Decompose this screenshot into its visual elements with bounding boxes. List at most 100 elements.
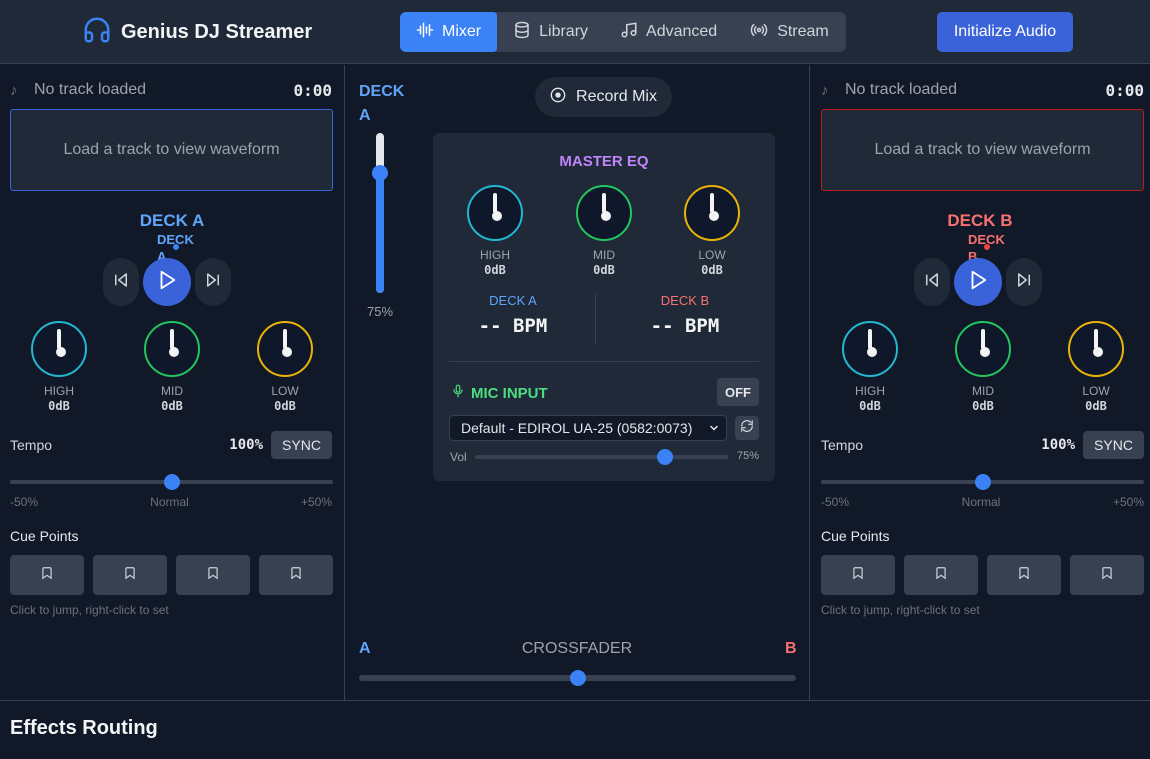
cue-points-title: Cue Points — [10, 528, 79, 544]
record-mix-label: Record Mix — [576, 88, 657, 105]
tempo-scale-max: +50% — [300, 495, 332, 509]
crossfader-thumb[interactable] — [569, 670, 586, 686]
main-tabs: Mixer Library Advanced Stream — [400, 12, 846, 52]
eq-value: 0dB — [859, 399, 881, 413]
bpm-divider — [595, 293, 596, 345]
mic-device-select[interactable]: Default - EDIROL UA-25 (0582:0073) — [449, 415, 727, 441]
eq-value: 0dB — [701, 263, 723, 277]
deck-a-transport — [103, 258, 231, 306]
tempo-value: 100% — [1041, 437, 1075, 453]
initialize-audio-button[interactable]: Initialize Audio — [937, 12, 1073, 52]
deck-a-track-name: No track loaded — [34, 81, 147, 98]
cue-point-button[interactable] — [259, 555, 333, 595]
deck-b-play-button[interactable] — [954, 258, 1002, 306]
deck-b-sync-button[interactable]: SYNC — [1083, 431, 1144, 459]
deck-a-previous-button[interactable] — [103, 258, 139, 306]
tempo-scale-min: -50% — [821, 495, 850, 509]
deck-a-next-button[interactable] — [195, 258, 231, 306]
cue-hint: Click to jump, right-click to set — [821, 603, 980, 617]
deck-a-volume-thumb[interactable] — [372, 165, 388, 181]
deck-b-previous-button[interactable] — [914, 258, 950, 306]
deck-a-eq-high: HIGH 0dB — [29, 321, 89, 413]
deck-b-track-time: 0:00 — [1105, 80, 1144, 100]
tab-advanced[interactable]: Advanced — [604, 12, 733, 52]
deck-a-waveform[interactable]: Load a track to view waveform — [10, 109, 333, 191]
deck-a-mid-knob[interactable] — [144, 321, 200, 377]
cue-points-title: Cue Points — [821, 528, 890, 544]
cue-point-button[interactable] — [10, 555, 84, 595]
deck-b-eq-low: LOW 0dB — [1066, 321, 1126, 413]
master-low-knob[interactable] — [684, 185, 740, 241]
cue-point-button[interactable] — [1070, 555, 1144, 595]
cue-point-button[interactable] — [176, 555, 250, 595]
deck-b-tempo-thumb[interactable] — [974, 474, 991, 490]
eq-label: LOW — [1082, 384, 1110, 398]
deck-a-high-knob[interactable] — [31, 321, 87, 377]
deck-b-next-button[interactable] — [1006, 258, 1042, 306]
tab-stream[interactable]: Stream — [733, 12, 845, 52]
eq-value: 0dB — [48, 399, 70, 413]
chevron-down-icon — [708, 421, 720, 438]
deck-b-waveform[interactable]: Load a track to view waveform — [821, 109, 1144, 191]
eq-value: 0dB — [972, 399, 994, 413]
tempo-scale: -50% Normal +50% — [10, 495, 332, 509]
eq-value: 0dB — [161, 399, 183, 413]
skip-forward-icon — [1015, 271, 1033, 294]
mic-toggle-button[interactable]: OFF — [717, 378, 759, 406]
deck-a-sync-button[interactable]: SYNC — [271, 431, 332, 459]
music-note-icon — [620, 21, 638, 44]
tempo-scale-max: +50% — [1112, 495, 1144, 509]
app-header: Genius DJ Streamer Mixer Library Advance… — [0, 0, 1150, 64]
cue-point-button[interactable] — [821, 555, 895, 595]
panel-divider — [449, 361, 759, 362]
deck-a-low-knob[interactable] — [257, 321, 313, 377]
waveform-icon — [416, 21, 434, 44]
tempo-label: Tempo — [10, 437, 53, 453]
deck-b-title: DECK B — [947, 211, 1013, 230]
deck-a-bpm: DECK A -- BPM — [438, 293, 588, 337]
deck-b-mid-knob[interactable] — [955, 321, 1011, 377]
mic-volume-thumb[interactable] — [656, 449, 673, 465]
crossfader-a-label: A — [359, 640, 371, 657]
deck-b-low-knob[interactable] — [1068, 321, 1124, 377]
deck-b-bpm: DECK B -- BPM — [610, 293, 760, 337]
eq-label: HIGH — [855, 384, 885, 398]
tab-mixer[interactable]: Mixer — [400, 12, 498, 52]
deck-a-volume-fader[interactable] — [376, 133, 384, 293]
deck-b-panel: ♪ No track loaded 0:00 Load a track to v… — [809, 65, 1150, 700]
bookmark-icon — [934, 565, 948, 586]
mic-refresh-button[interactable] — [735, 416, 759, 440]
tempo-scale-mid: Normal — [150, 495, 189, 509]
bpm-deck-b-value: -- BPM — [650, 315, 720, 337]
eq-label: MID — [161, 384, 183, 398]
tempo-scale: -50% Normal +50% — [821, 495, 1144, 509]
deck-a-tempo-row: Tempo 100% SYNC — [10, 431, 332, 459]
record-mix-button[interactable]: Record Mix — [535, 77, 672, 117]
mic-volume-slider[interactable] — [475, 455, 728, 459]
deck-a-status-dot — [173, 244, 179, 250]
master-mid-knob[interactable] — [576, 185, 632, 241]
deck-a-tempo-thumb[interactable] — [163, 474, 180, 490]
cue-point-button[interactable] — [987, 555, 1061, 595]
tempo-scale-mid: Normal — [961, 495, 1001, 509]
tempo-label: Tempo — [821, 437, 864, 453]
deck-a-play-button[interactable] — [143, 258, 191, 306]
deck-a-eq-low: LOW 0dB — [255, 321, 315, 413]
brand: Genius DJ Streamer — [82, 16, 312, 48]
eq-label: MID — [972, 384, 994, 398]
database-icon — [513, 21, 531, 44]
refresh-icon — [740, 419, 754, 438]
deck-b-eq-mid: MID 0dB — [953, 321, 1013, 413]
master-eq-low: LOW 0dB — [682, 185, 742, 277]
mic-vol-value: 75% — [737, 450, 760, 462]
cue-point-button[interactable] — [93, 555, 167, 595]
bpm-deck-b-label: DECK B — [660, 293, 710, 308]
deck-b-high-knob[interactable] — [842, 321, 898, 377]
deck-a-volume-fill — [376, 173, 384, 293]
skip-back-icon — [923, 271, 941, 294]
tab-library[interactable]: Library — [497, 12, 604, 52]
master-high-knob[interactable] — [467, 185, 523, 241]
cue-point-button[interactable] — [904, 555, 978, 595]
deck-b-transport — [914, 258, 1042, 306]
eq-label: HIGH — [480, 248, 510, 262]
